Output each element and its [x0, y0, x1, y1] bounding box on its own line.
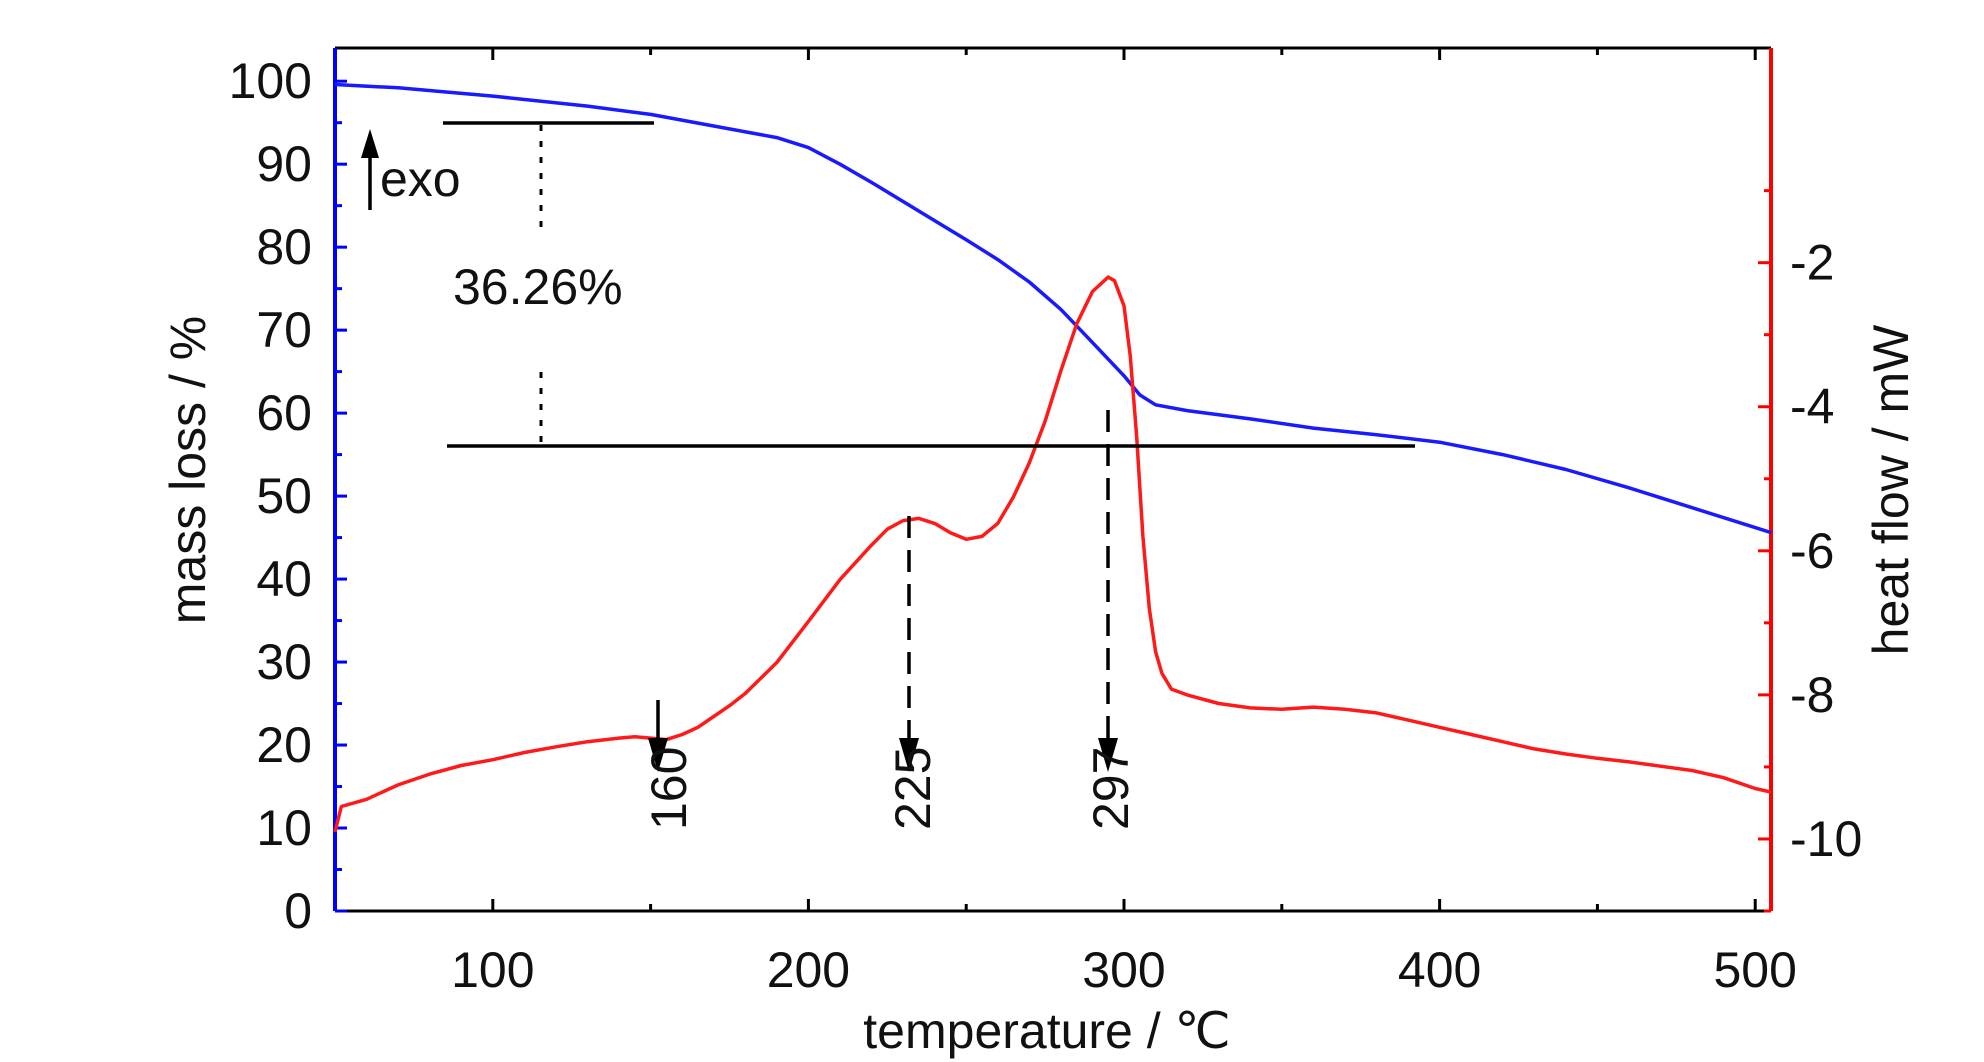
- y-left-axis-title: mass loss / %: [160, 316, 216, 624]
- y-right-tick-label: -8: [1790, 667, 1834, 723]
- y-left-tick-label: 0: [284, 883, 312, 939]
- x-axis: 100 200 300 400 500: [451, 48, 1797, 998]
- heat-flow-curve: [333, 275, 1772, 833]
- y-right-tick-label: -4: [1790, 379, 1834, 435]
- y-right-axis-title: heat flow / mW: [1863, 324, 1919, 655]
- y-left-tick-label: 30: [256, 634, 312, 690]
- exo-arrow-head: [361, 129, 379, 158]
- peak-225-arrow-head: [899, 738, 919, 772]
- y-left-tick-label: 70: [256, 302, 312, 358]
- y-right-tick-label: -10: [1790, 811, 1862, 867]
- mass-loss-axis: 0 10 20 30 40 50 60 70 80 90 100: [229, 53, 347, 939]
- y-right-tick-label: -6: [1790, 523, 1834, 579]
- plot-frame: [333, 46, 1773, 913]
- exo-label: exo: [380, 151, 461, 207]
- mass-loss-percentage: 36.26%: [453, 259, 623, 315]
- y-left-tick-label: 10: [256, 800, 312, 856]
- y-left-tick-label: 60: [256, 385, 312, 441]
- x-tick-label: 100: [451, 942, 534, 998]
- x-tick-label: 300: [1082, 942, 1165, 998]
- y-left-tick-label: 40: [256, 551, 312, 607]
- peak-297-arrow-head: [1098, 738, 1118, 772]
- x-axis-title: temperature / ℃: [863, 1003, 1230, 1059]
- heat-flow-axis: -2 -4 -6 -8 -10: [1758, 189, 1862, 913]
- annotations: [361, 121, 1415, 772]
- mass-loss-curve: [334, 82, 1772, 535]
- peak-label-297: 297: [1083, 747, 1139, 830]
- x-tick-label: 500: [1714, 942, 1797, 998]
- series-layer: [333, 82, 1772, 833]
- y-right-tick-label: -2: [1790, 235, 1834, 291]
- y-left-tick-label: 90: [256, 136, 312, 192]
- y-left-tick-label: 80: [256, 219, 312, 275]
- peak-label-160: 160: [641, 747, 697, 830]
- x-tick-label: 400: [1398, 942, 1481, 998]
- peak-label-225: 225: [885, 747, 941, 830]
- peak-160-arrow-head: [648, 738, 668, 772]
- y-left-tick-label: 100: [229, 53, 312, 109]
- y-left-tick-label: 50: [256, 468, 312, 524]
- x-tick-label: 200: [767, 942, 850, 998]
- y-left-tick-label: 20: [256, 717, 312, 773]
